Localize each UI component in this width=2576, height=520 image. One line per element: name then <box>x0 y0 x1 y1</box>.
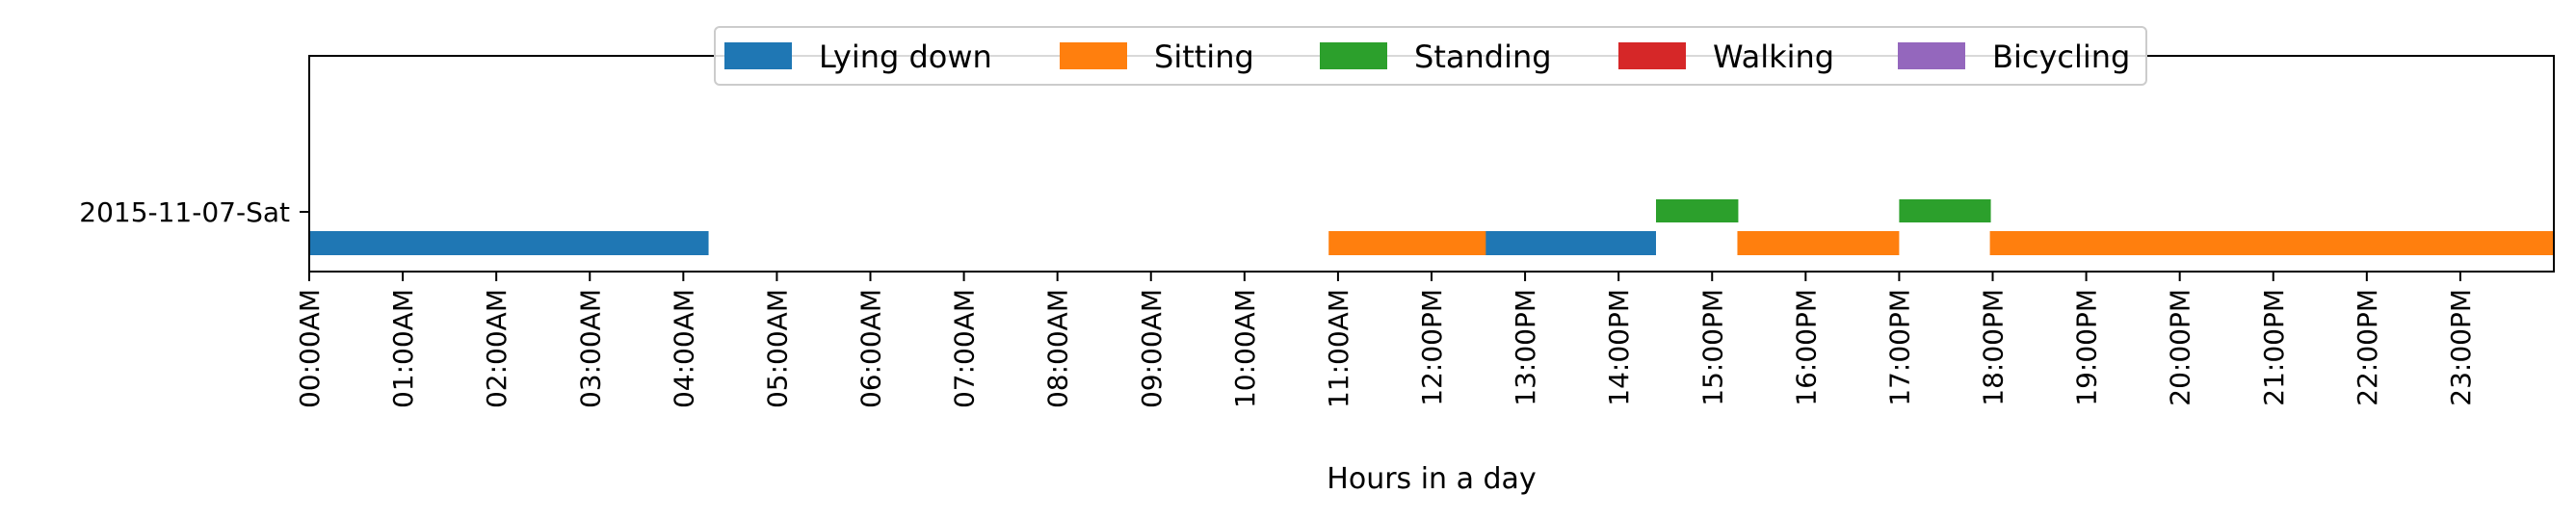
bar-sitting-2 <box>1989 231 2554 255</box>
legend-box <box>714 26 2147 86</box>
legend-label: Sitting <box>1154 39 1254 75</box>
x-tick-label: 18:00PM <box>1978 289 2010 406</box>
legend: Lying down Sitting Standing Walking Bicyclin… <box>714 26 2147 86</box>
x-tick-label: 17:00PM <box>1883 289 1915 406</box>
x-tick-label: 03:00AM <box>574 289 606 408</box>
x-tick-label: 15:00PM <box>1696 289 1728 406</box>
x-tick-label: 23:00PM <box>2445 289 2477 406</box>
x-tick-label: 02:00AM <box>481 289 513 408</box>
bar-sitting-1 <box>1737 231 1900 255</box>
x-tick-label: 22:00PM <box>2352 289 2383 406</box>
legend-swatch <box>724 42 792 69</box>
legend-label: Bicycling <box>1992 39 2130 75</box>
bar-standing-1 <box>1899 199 1991 222</box>
x-axis: 00:00AM 01:00AM 02:00AM 03:00AM 04:00AM 05:00… <box>294 272 2477 408</box>
x-tick-label: 21:00PM <box>2258 289 2290 406</box>
x-tick-label: 09:00AM <box>1136 289 1168 408</box>
x-tick-label: 16:00PM <box>1790 289 1822 406</box>
x-tick-label: 07:00AM <box>949 289 981 408</box>
bar-lying-down-0 <box>309 231 709 255</box>
legend-swatch <box>1618 42 1686 69</box>
y-tick-label: 2015-11-07-Sat <box>79 196 290 228</box>
bars-layer <box>309 199 2554 255</box>
x-tick-label: 05:00AM <box>761 289 793 408</box>
x-tick-label: 04:00AM <box>668 289 699 408</box>
bar-sitting-0 <box>1328 231 1486 255</box>
legend-swatch <box>1898 42 1965 69</box>
x-tick-label: 01:00AM <box>387 289 419 408</box>
y-axis: 2015-11-07-Sat <box>79 196 309 228</box>
x-tick-label: 19:00PM <box>2071 289 2103 406</box>
x-tick-label: 20:00PM <box>2165 289 2196 406</box>
x-tick-label: 14:00PM <box>1603 289 1635 406</box>
x-tick-label: 06:00AM <box>855 289 887 408</box>
legend-swatch <box>1060 42 1127 69</box>
legend-label: Walking <box>1713 39 1834 75</box>
x-tick-label: 12:00PM <box>1416 289 1448 406</box>
x-axis-title: Hours in a day <box>1327 462 1536 496</box>
legend-swatch <box>1320 42 1387 69</box>
x-tick-label: 08:00AM <box>1042 289 1074 408</box>
legend-label: Lying down <box>819 39 992 75</box>
x-tick-label: 00:00AM <box>294 289 326 408</box>
legend-label: Standing <box>1414 39 1552 75</box>
bar-standing-0 <box>1656 199 1739 222</box>
x-tick-label: 11:00AM <box>1323 289 1354 408</box>
bar-lying-down-1 <box>1485 231 1656 255</box>
x-tick-label: 10:00AM <box>1229 289 1261 408</box>
x-tick-label: 13:00PM <box>1510 289 1541 406</box>
